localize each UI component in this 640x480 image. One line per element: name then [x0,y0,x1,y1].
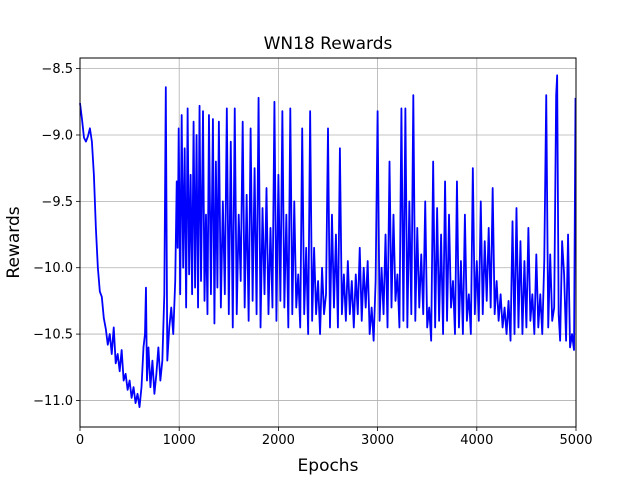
y-tick-label: −10.5 [33,328,73,343]
plot-background [80,58,576,427]
x-axis-label: Epochs [298,456,359,476]
x-tick-label: 1000 [163,433,196,448]
y-axis-label: Rewards [4,206,24,278]
x-tick-label: 2000 [262,433,295,448]
plot-frame [79,57,577,428]
x-axis-ticks: 0 1000 2000 3000 4000 5000 [76,427,593,448]
y-tick-label: −9.5 [41,195,73,210]
series-line-0 [79,74,577,408]
y-tick-label: −8.5 [41,62,73,77]
x-tick-label: 3000 [361,433,394,448]
chart-title: WN18 Rewards [264,34,393,54]
y-tick-label: −11.0 [33,394,73,409]
y-axis-ticks: −8.5 −9.0 −9.5 −10.0 −10.5 −11.0 [33,62,80,409]
y-tick-label: −9.0 [41,128,73,143]
x-tick-label: 0 [76,433,84,448]
series-layer [79,74,577,408]
x-tick-label: 4000 [460,433,493,448]
x-tick-label: 5000 [559,433,592,448]
y-tick-label: −10.0 [33,261,73,276]
